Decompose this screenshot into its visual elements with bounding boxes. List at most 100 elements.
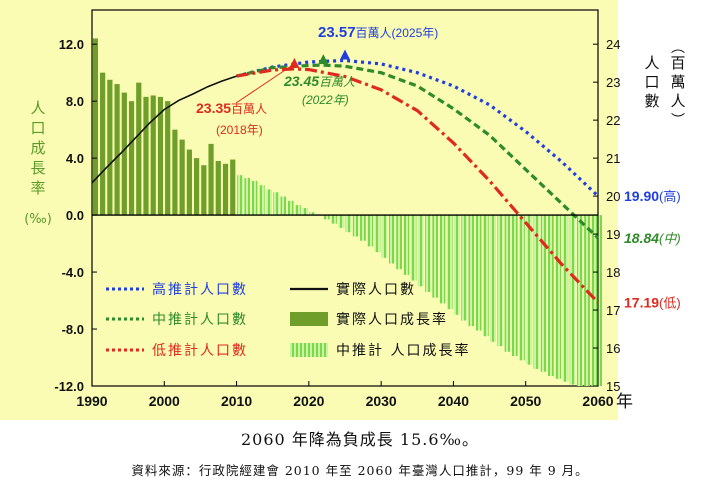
actual-rate-bar — [100, 72, 106, 216]
right-axis-unit-char: 萬 — [670, 73, 685, 91]
actual-rate-bar — [172, 129, 178, 216]
projected-rate-bar — [598, 215, 603, 386]
right-axis-unit-char: 人 — [670, 92, 685, 110]
high-peak-value: 23.57 — [318, 24, 356, 41]
projected-rate-bar — [388, 215, 395, 264]
medium-peak-marker — [318, 54, 329, 65]
left-axis-tick-label: -8.0 — [62, 322, 84, 337]
right-axis-unit-char: 百 — [670, 54, 685, 72]
projected-rate-bar — [360, 215, 366, 241]
projected-rate-bar — [287, 200, 294, 216]
projected-rate-bar — [482, 215, 489, 337]
low-peak-year: (2018年) — [216, 123, 263, 137]
right-axis-tick-label: 23 — [606, 75, 620, 90]
low-peak-label: 23.35百萬人 — [196, 100, 267, 116]
projected-rate-bar — [461, 215, 468, 321]
left-axis-label-char: 口 — [30, 119, 45, 137]
projected-rate-bar — [540, 215, 547, 372]
x-axis-tick-label: 2030 — [366, 393, 397, 409]
right-axis-label-char: 人 — [644, 54, 659, 72]
left-axis-tick-label: 0.0 — [66, 208, 84, 223]
actual-rate-bar — [128, 101, 135, 216]
legend-swatch-actual-bar — [290, 312, 328, 326]
projected-rate-bar — [526, 215, 533, 365]
projected-rate-bar — [417, 215, 424, 287]
legend-label: 實際人口數 — [336, 281, 416, 298]
projected-rate-bar — [548, 215, 554, 377]
projected-rate-bar — [591, 215, 598, 386]
projected-rate-bar — [403, 215, 410, 275]
left-axis-tick-label: -4.0 — [62, 265, 84, 280]
projected-rate-bar — [338, 215, 345, 228]
x-axis-tick-label: 2020 — [293, 393, 324, 409]
left-axis-tick-label: 8.0 — [66, 94, 84, 109]
left-axis-tick-label: 4.0 — [66, 151, 84, 166]
projected-rate-bar — [381, 215, 388, 258]
x-axis-tick-label: 1990 — [76, 393, 107, 409]
projected-rate-bar — [295, 205, 301, 216]
actual-rate-bar — [121, 92, 127, 216]
projected-rate-bar — [446, 215, 453, 310]
high-peak-label: 23.57百萬人(2025年) — [318, 24, 438, 41]
projected-rate-bar — [237, 175, 243, 216]
right-axis-label-char: 口 — [644, 73, 659, 91]
right-axis-tick-label: 16 — [606, 341, 620, 356]
projected-rate-bar — [244, 178, 251, 216]
projected-rate-bar — [425, 215, 431, 292]
x-axis-tick-label: 2050 — [510, 393, 541, 409]
actual-rate-bar — [201, 165, 207, 216]
projected-rate-bar — [468, 215, 475, 327]
projected-rate-bar — [280, 196, 287, 216]
medium-end-note: (中) — [659, 231, 681, 246]
legend-label: 實際人口成長率 — [336, 311, 448, 328]
projected-rate-bar — [302, 207, 309, 216]
projected-rate-bar — [374, 215, 381, 253]
right-axis-tick-label: 18 — [606, 265, 620, 280]
low-peak-value: 23.35 — [196, 100, 231, 116]
actual-rate-bar — [107, 79, 113, 216]
left-axis-label-char: 率 — [30, 179, 45, 197]
actual-rate-bar — [150, 95, 156, 216]
projected-rate-bar — [439, 215, 446, 304]
actual-pop-line — [91, 75, 237, 184]
source-caption: 資料來源：行政院經建會 2010 年至 2060 年臺灣人口推計，99 年 9 … — [131, 463, 589, 478]
projected-rate-bar — [497, 215, 504, 347]
projected-rate-bar — [251, 180, 258, 216]
projected-rate-bar — [562, 215, 569, 382]
left-axis-tick-label: -12.0 — [54, 379, 84, 394]
legend-label: 中推計人口數 — [152, 312, 248, 328]
right-axis-tick-label: 22 — [606, 113, 620, 128]
high-peak-unit: 百萬人(2025年) — [356, 26, 439, 40]
low-end-label: 17.19(低) — [624, 294, 681, 310]
high-end-label: 19.90(高) — [624, 188, 681, 204]
left-axis-unit: (‰) — [24, 212, 52, 227]
right-axis-tick-label: 20 — [606, 189, 620, 204]
x-axis-unit: 年 — [616, 392, 633, 412]
right-axis-unit-paren: ︵ — [671, 40, 685, 56]
actual-rate-bar — [165, 101, 171, 216]
medium-end-label: 18.84(中) — [624, 230, 681, 246]
right-axis-tick-label: 24 — [606, 37, 620, 52]
medium-peak-value: 23.45 — [283, 73, 319, 89]
main-caption: 2060 年降為負成長 15.6‰。 — [241, 430, 479, 449]
low-peak-marker — [289, 57, 300, 68]
x-axis-tick-label: 2000 — [149, 393, 180, 409]
low-projection-line — [236, 67, 600, 304]
actual-rate-bar — [136, 82, 142, 216]
projected-rate-bar — [584, 215, 590, 386]
projected-rate-bar — [309, 212, 316, 216]
low-peak-unit: 百萬人 — [231, 102, 267, 116]
left-axis-label-char: 人 — [30, 99, 45, 117]
high-projection-line — [236, 58, 600, 198]
right-axis-tick-label: 15 — [606, 379, 620, 394]
right-axis-tick-label: 19 — [606, 227, 620, 242]
projected-rate-bar — [504, 215, 511, 352]
high-end-note: (高) — [659, 189, 681, 204]
projected-rate-bar — [569, 215, 576, 385]
actual-rate-bar — [208, 143, 214, 216]
legend-label: 中推計 人口成長率 — [336, 342, 470, 359]
projected-rate-bar — [454, 215, 460, 315]
projected-rate-bar — [533, 215, 540, 369]
projected-rate-bar — [432, 215, 439, 298]
